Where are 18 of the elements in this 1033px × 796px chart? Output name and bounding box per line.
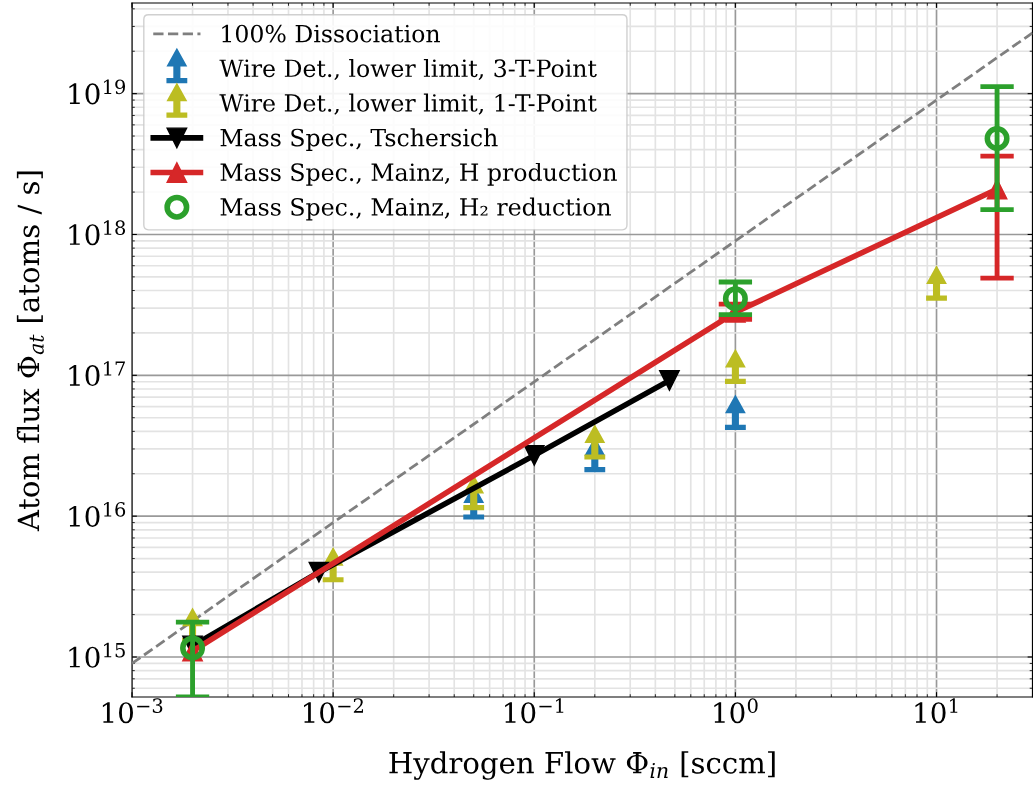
y-tick-label: 10$^{15}$ bbox=[69, 642, 125, 668]
x-tick-label: 10$^{0}$ bbox=[714, 698, 758, 724]
x-axis-title: Hydrogen Flow Φ$_{in}$ [sccm] bbox=[389, 751, 775, 780]
legend-label: Wire Det., lower limit, 1-T-Point bbox=[219, 93, 597, 115]
x-tick-label: 10$^{−3}$ bbox=[102, 698, 163, 724]
legend-label: Mass Spec., Mainz, H production bbox=[220, 162, 617, 186]
y-axis-title: Atom flux Φ$_{at}$ [atoms / s] bbox=[16, 171, 44, 532]
x-tick-label: 10$^{−1}$ bbox=[505, 698, 564, 724]
y-tick-label: 10$^{17}$ bbox=[69, 361, 125, 387]
y-tick-label: 10$^{19}$ bbox=[69, 79, 126, 105]
legend-label: Mass Spec., Tschersich bbox=[220, 128, 498, 152]
legend-label: Mass Spec., Mainz, H₂ reduction bbox=[220, 197, 611, 221]
y-tick-label: 10$^{16}$ bbox=[69, 501, 126, 527]
y-tick-label: 10$^{18}$ bbox=[69, 220, 126, 246]
x-tick-label: 10$^{1}$ bbox=[915, 698, 958, 724]
legend-label: 100% Dissociation bbox=[222, 24, 440, 43]
legend-label: Wire Det., lower limit, 3-T-Point bbox=[219, 58, 597, 81]
x-tick-label: 10$^{−2}$ bbox=[304, 698, 363, 724]
